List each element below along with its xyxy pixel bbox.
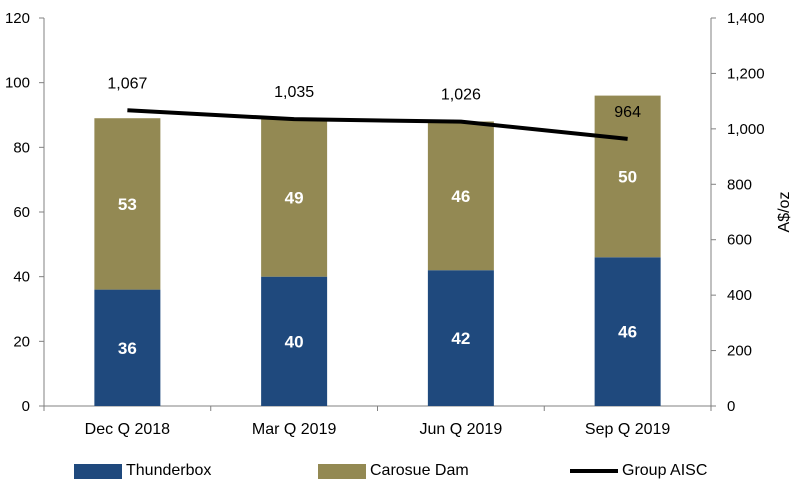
left-tick-label: 80 xyxy=(13,139,30,156)
legend-item-carosue-dam: Carosue Dam xyxy=(318,462,469,480)
legend-label-thunderbox: Thunderbox xyxy=(126,462,212,479)
data-label-thunderbox: 36 xyxy=(118,339,137,358)
bar-thunderbox xyxy=(94,289,161,406)
stacked-bar-line-chart: 0 20 40 60 80 100 120 0 200 400 600 800 1,000 1,200 1,… xyxy=(5,10,793,438)
right-tick-label: 1,400 xyxy=(727,10,765,27)
labels: 36 53 40 49 42 46 46 50 1,067 1,035 1,026 964 xyxy=(107,75,641,358)
right-tick-label: 1,000 xyxy=(727,121,765,138)
data-label-thunderbox: 42 xyxy=(451,329,470,348)
data-label-group-aisc: 1,035 xyxy=(274,84,314,101)
right-tick-label: 1,200 xyxy=(727,65,765,82)
data-label-carosue-dam: 50 xyxy=(618,167,637,186)
bar-carosue-dam xyxy=(94,118,161,290)
legend-item-thunderbox: Thunderbox xyxy=(74,462,211,480)
legend-swatch-carosue-dam xyxy=(318,463,366,479)
bar-thunderbox xyxy=(594,257,661,406)
bar-thunderbox xyxy=(261,276,328,406)
right-tick-label: 600 xyxy=(727,232,752,249)
right-axis-title: A$/oz xyxy=(776,192,793,233)
data-label-thunderbox: 46 xyxy=(618,323,637,342)
legend-label-group-aisc: Group AISC xyxy=(622,462,708,479)
left-tick-label: 40 xyxy=(13,269,30,286)
data-label-carosue-dam: 53 xyxy=(118,195,137,214)
legend: Thunderbox Carosue Dam Group AISC xyxy=(0,462,799,486)
left-tick-label: 20 xyxy=(13,333,30,350)
x-tick-label: Sep Q 2019 xyxy=(585,421,671,438)
bar-carosue-dam xyxy=(427,121,494,271)
left-tick-label: 100 xyxy=(5,75,30,92)
x-tick-label: Jun Q 2019 xyxy=(420,421,503,438)
bar-carosue-dam xyxy=(261,118,328,277)
data-label-group-aisc: 964 xyxy=(614,104,641,121)
left-tick-label: 0 xyxy=(22,398,30,415)
legend-item-group-aisc: Group AISC xyxy=(570,462,707,480)
right-tick-label: 800 xyxy=(727,176,752,193)
right-tick-label: 200 xyxy=(727,343,752,360)
data-label-group-aisc: 1,067 xyxy=(107,75,147,92)
data-label-carosue-dam: 49 xyxy=(285,188,304,207)
right-tick-label: 0 xyxy=(727,398,735,415)
x-tick-label: Dec Q 2018 xyxy=(85,421,170,438)
data-label-carosue-dam: 46 xyxy=(451,187,470,206)
bar-thunderbox xyxy=(427,270,494,406)
data-label-thunderbox: 40 xyxy=(285,332,304,351)
left-tick-label: 120 xyxy=(5,10,30,27)
aisc-line xyxy=(127,108,628,141)
bar-carosue-dam xyxy=(594,95,661,258)
left-tick-label: 60 xyxy=(13,204,30,221)
bars xyxy=(94,95,661,406)
legend-swatch-group-aisc xyxy=(570,469,618,473)
data-label-group-aisc: 1,026 xyxy=(441,87,481,104)
legend-swatch-thunderbox xyxy=(74,463,122,479)
axes: 0 20 40 60 80 100 120 0 200 400 600 800 1,000 1,200 1,… xyxy=(5,10,793,438)
legend-label-carosue-dam: Carosue Dam xyxy=(370,462,469,479)
line-group-aisc xyxy=(127,108,628,141)
x-tick-label: Mar Q 2019 xyxy=(252,421,337,438)
right-tick-label: 400 xyxy=(727,287,752,304)
